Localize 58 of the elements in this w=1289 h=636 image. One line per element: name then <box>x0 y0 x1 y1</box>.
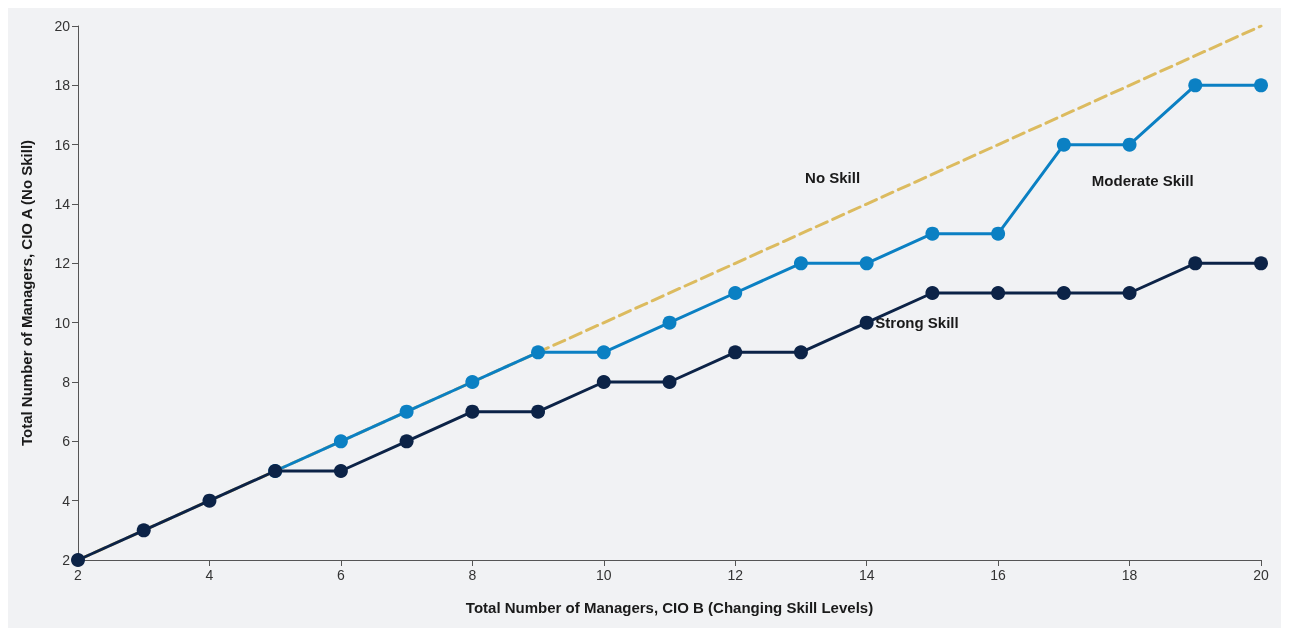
point <box>71 553 85 567</box>
point <box>531 345 546 360</box>
point <box>1056 137 1071 152</box>
x-tick-label: 8 <box>468 567 477 583</box>
point <box>596 345 611 360</box>
point <box>793 345 808 360</box>
point <box>991 286 1006 300</box>
series-label: No Skill <box>805 168 861 186</box>
y-axis-title: Total Number of Managers, CIO A (No Skill) <box>18 139 35 447</box>
point <box>465 375 480 389</box>
x-tick-label: 20 <box>1253 567 1269 583</box>
point <box>202 493 217 508</box>
y-tick-label: 6 <box>62 433 71 450</box>
x-tick-label: 6 <box>336 567 345 583</box>
point <box>465 404 480 419</box>
y-tick-label: 4 <box>62 492 71 509</box>
point <box>399 404 414 419</box>
point <box>1122 137 1137 152</box>
x-axis-title: Total Number of Managers, CIO B (Changing Skill Levels) <box>465 599 874 616</box>
y-tick-label: 10 <box>54 314 71 331</box>
point <box>136 523 151 538</box>
x-tick-label: 14 <box>858 567 875 583</box>
point <box>662 315 677 330</box>
point <box>991 226 1006 241</box>
point <box>333 434 348 449</box>
point <box>1122 286 1137 300</box>
y-tick-label: 16 <box>54 136 71 153</box>
y-tick-label: 18 <box>54 77 71 94</box>
point <box>1254 256 1268 271</box>
point <box>1188 78 1203 93</box>
point <box>859 256 874 271</box>
point <box>662 375 677 389</box>
point <box>1254 78 1268 93</box>
x-tick-label: 4 <box>205 567 214 583</box>
y-tick-label: 20 <box>54 18 71 34</box>
y-tick-label: 14 <box>54 196 71 212</box>
x-tick-label: 12 <box>727 567 744 583</box>
y-tick-label: 12 <box>54 255 71 272</box>
series-label: Strong Skill <box>875 314 959 332</box>
series-label: Moderate Skill <box>1091 171 1194 189</box>
x-tick-label: 18 <box>1121 567 1138 583</box>
point <box>728 345 743 360</box>
point <box>728 286 743 300</box>
y-tick-label: 8 <box>62 374 71 390</box>
x-tick-label: 2 <box>74 567 83 583</box>
point <box>793 256 808 271</box>
point <box>531 404 546 419</box>
point <box>925 226 940 241</box>
point <box>596 375 611 389</box>
x-tick-label: 10 <box>595 567 612 583</box>
point <box>1056 286 1071 300</box>
x-tick-label: 16 <box>990 567 1007 583</box>
y-tick-label: 2 <box>62 552 71 568</box>
point <box>333 464 348 478</box>
point <box>399 434 414 449</box>
point <box>1188 256 1203 271</box>
point <box>925 286 940 300</box>
point <box>859 315 874 330</box>
